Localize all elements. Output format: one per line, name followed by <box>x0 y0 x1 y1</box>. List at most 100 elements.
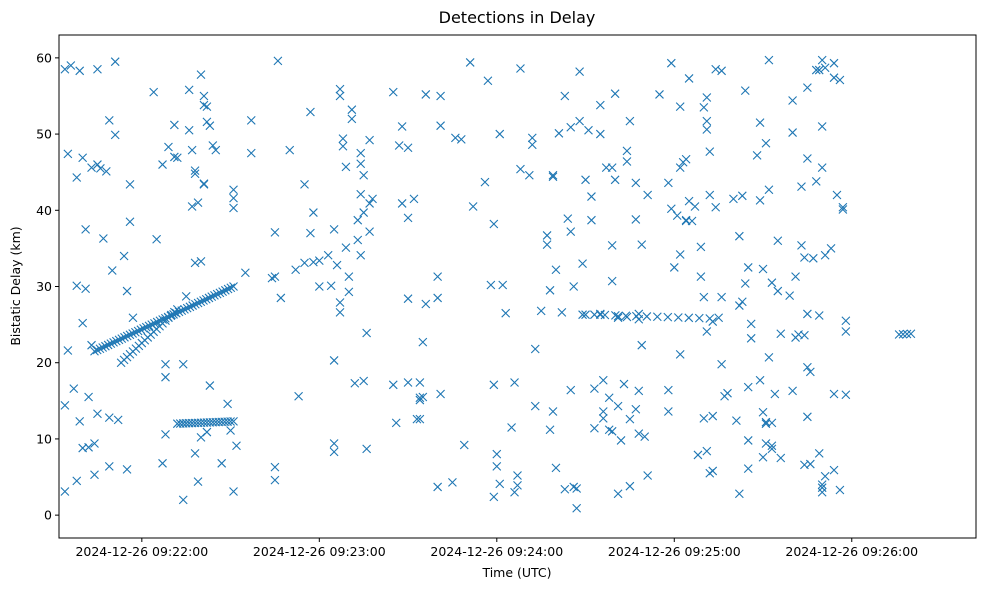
data-point <box>655 90 664 99</box>
data-point <box>202 117 212 127</box>
data-point <box>335 308 345 317</box>
y-tick-label: 50 <box>36 127 52 142</box>
data-point <box>169 310 178 319</box>
data-point <box>215 288 225 298</box>
data-point <box>300 258 309 268</box>
data-point <box>329 447 339 457</box>
data-point <box>906 329 916 339</box>
data-point <box>803 309 812 319</box>
data-point <box>622 146 632 156</box>
data-point <box>820 250 830 260</box>
data-point <box>702 93 712 102</box>
data-point <box>675 163 685 172</box>
data-point <box>128 329 138 338</box>
data-point <box>663 178 673 188</box>
data-point <box>365 199 374 208</box>
data-point <box>78 318 88 328</box>
data-point <box>764 185 774 195</box>
data-point <box>368 194 377 204</box>
data-point <box>625 481 635 491</box>
data-point <box>600 310 610 320</box>
data-point <box>104 115 114 125</box>
data-point <box>510 487 519 497</box>
data-point <box>60 64 70 74</box>
x-tick-label: 2024-12-26 09:26:00 <box>785 544 918 559</box>
data-point <box>699 413 709 423</box>
data-point <box>545 425 555 435</box>
data-point <box>403 378 413 387</box>
data-point <box>829 58 839 68</box>
x-tick-label: 2024-12-26 09:22:00 <box>75 544 208 559</box>
data-point <box>178 359 188 369</box>
data-point <box>480 177 490 187</box>
y-tick-label: 40 <box>36 203 52 218</box>
data-point <box>699 292 709 302</box>
data-point <box>767 444 777 454</box>
data-point <box>797 240 806 250</box>
data-point <box>495 129 505 139</box>
data-point <box>590 423 599 433</box>
data-point <box>575 116 585 126</box>
data-point <box>276 293 286 303</box>
data-point <box>483 76 493 86</box>
data-point <box>542 231 552 240</box>
y-axis-label: Bistatic Delay (km) <box>8 226 23 345</box>
data-point <box>746 333 756 343</box>
data-point <box>729 194 738 204</box>
data-point <box>643 190 653 200</box>
data-point <box>595 129 605 139</box>
data-point <box>814 311 824 320</box>
data-point <box>87 340 96 350</box>
data-point <box>207 292 217 302</box>
data-point <box>205 121 215 131</box>
data-point <box>492 461 502 471</box>
data-point <box>598 407 608 416</box>
data-point <box>610 89 620 99</box>
data-point <box>415 393 425 403</box>
data-point <box>607 276 617 286</box>
data-point <box>637 340 647 350</box>
data-point <box>548 170 558 180</box>
data-point <box>122 286 132 296</box>
data-point <box>820 471 830 481</box>
data-point <box>841 390 851 400</box>
data-point <box>773 236 783 246</box>
data-point <box>359 170 369 180</box>
data-point <box>693 450 703 460</box>
data-point <box>202 427 212 437</box>
data-point <box>734 301 744 310</box>
data-point <box>551 463 561 473</box>
data-point <box>551 265 561 275</box>
data-point <box>631 215 641 224</box>
data-point <box>180 304 189 314</box>
data-point <box>732 416 741 426</box>
data-point <box>172 304 182 314</box>
data-point <box>743 436 753 445</box>
data-point <box>841 316 851 326</box>
data-point <box>104 461 114 471</box>
y-tick-label: 10 <box>36 431 52 446</box>
data-point <box>663 312 673 322</box>
data-point <box>193 198 203 208</box>
data-point <box>199 100 209 110</box>
data-point <box>820 63 830 73</box>
data-point <box>791 272 800 281</box>
data-point <box>838 202 848 212</box>
data-point <box>199 91 209 101</box>
data-point <box>811 176 821 186</box>
data-point <box>610 311 620 320</box>
data-point <box>642 312 652 321</box>
data-point <box>513 481 522 490</box>
data-point <box>306 107 315 117</box>
data-point <box>403 213 413 223</box>
data-point <box>226 283 236 293</box>
data-point <box>681 154 691 164</box>
data-point <box>717 359 726 369</box>
data-point <box>120 332 129 342</box>
data-point <box>66 61 76 70</box>
data-point <box>575 67 585 76</box>
data-point <box>755 375 765 385</box>
data-point <box>607 240 617 250</box>
data-point <box>356 148 366 158</box>
data-point <box>300 179 309 189</box>
